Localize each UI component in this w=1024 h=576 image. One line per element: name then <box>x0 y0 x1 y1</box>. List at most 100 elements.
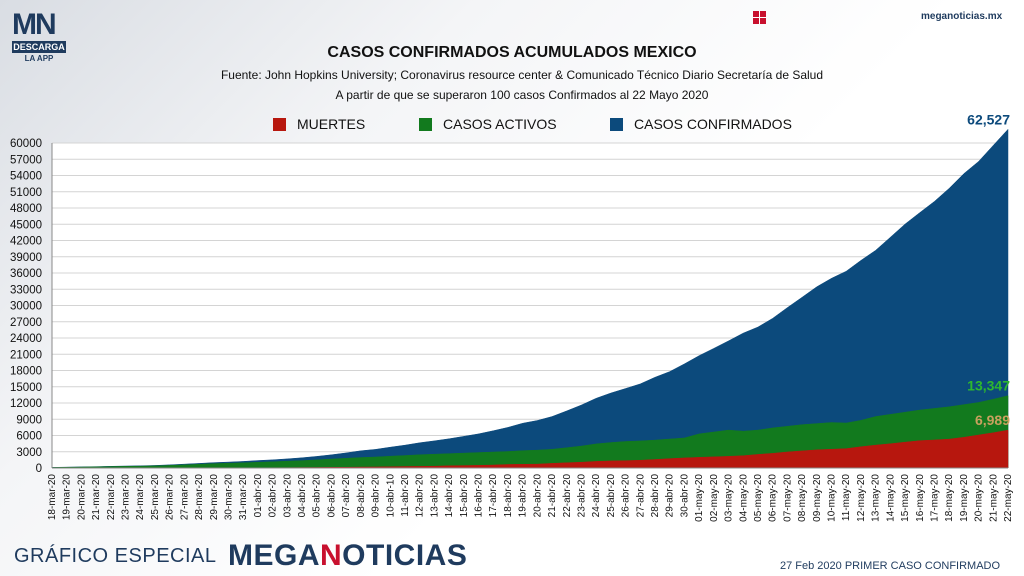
x-tick-label: 22-may-20 <box>1003 474 1014 522</box>
x-tick-label: 01-may-20 <box>694 474 705 522</box>
y-tick-label: 21000 <box>10 349 42 361</box>
x-tick-label: 02-may-20 <box>709 474 720 522</box>
chart-subtitle-range: A partir de que se superaron 100 casos C… <box>335 88 709 102</box>
y-tick-label: 54000 <box>10 171 42 183</box>
legend-item-confirmados: CASOS CONFIRMADOS <box>610 116 792 132</box>
x-tick-label: 21-abr-20 <box>547 474 558 518</box>
y-tick-label: 39000 <box>10 252 42 264</box>
x-tick-label: 19-may-20 <box>959 474 970 522</box>
x-tick-label: 29-abr-20 <box>665 474 676 518</box>
x-tick-label: 18-mar-20 <box>47 474 58 521</box>
y-tick-label: 30000 <box>10 301 42 313</box>
x-tick-label: 20-abr-20 <box>532 474 543 518</box>
x-tick-label: 27-abr-20 <box>635 474 646 518</box>
legend-swatch-muertes <box>273 117 286 131</box>
x-tick-label: 29-mar-20 <box>209 474 220 521</box>
series-end-label-2: 6,989 <box>975 412 1010 428</box>
x-tick-label: 08-may-20 <box>797 474 808 522</box>
x-tick-label: 16-abr-20 <box>474 474 485 518</box>
x-tick-label: 06-may-20 <box>768 474 779 522</box>
y-tick-label: 27000 <box>10 317 42 329</box>
logo-descarga-label: DESCARGA <box>12 41 66 53</box>
logo-mark: MN <box>12 8 57 41</box>
x-tick-label: 14-abr-20 <box>444 474 455 518</box>
x-tick-label: 15-may-20 <box>900 474 911 522</box>
legend-label-confirmados: CASOS CONFIRMADOS <box>634 116 792 132</box>
footer-brand-a: MEGA <box>228 539 320 572</box>
x-tick-label: 27-mar-20 <box>179 474 190 521</box>
x-tick-label: 23-mar-20 <box>121 474 132 521</box>
y-tick-label: 42000 <box>10 236 42 248</box>
x-tick-label: 14-may-20 <box>885 474 896 522</box>
x-tick-label: 10-abr-10 <box>385 474 396 518</box>
y-tick-label: 45000 <box>10 219 42 231</box>
x-tick-label: 20-may-20 <box>974 474 985 522</box>
y-tick-label: 60000 <box>10 138 42 150</box>
x-tick-label: 13-abr-20 <box>429 474 440 518</box>
x-tick-label: 28-mar-20 <box>194 474 205 521</box>
footer-brand: MEGANOTICIAS <box>228 539 467 573</box>
legend-item-activos: CASOS ACTIVOS <box>419 116 557 132</box>
legend-label-activos: CASOS ACTIVOS <box>443 116 557 132</box>
chart-subtitle-source: Fuente: John Hopkins University; Coronav… <box>220 68 824 82</box>
x-tick-label: 11-abr-20 <box>400 474 411 517</box>
x-tick-label: 31-mar-20 <box>238 474 249 521</box>
footer-brand-n: N <box>320 539 343 572</box>
footer-grafico-especial: GRÁFICO ESPECIAL <box>14 545 217 567</box>
series-end-label-1: 13,347 <box>967 378 1010 394</box>
y-tick-label: 57000 <box>10 154 42 166</box>
series-end-label-0: 62,527 <box>967 111 1010 127</box>
x-tick-label: 22-abr-20 <box>562 474 573 518</box>
grid-icon <box>753 11 766 24</box>
y-tick-label: 48000 <box>10 203 42 215</box>
y-tick-label: 24000 <box>10 333 42 345</box>
y-tick-label: 33000 <box>10 284 42 296</box>
legend-label-muertes: MUERTES <box>297 116 366 132</box>
meganoticias-logo: MN DESCARGA LA APP <box>12 10 66 63</box>
x-tick-label: 08-abr-20 <box>356 474 367 518</box>
x-tick-label: 26-mar-20 <box>165 474 176 521</box>
x-tick-label: 09-abr-20 <box>371 474 382 518</box>
x-tick-label: 03-abr-20 <box>282 474 293 518</box>
x-tick-label: 19-abr-20 <box>518 474 529 518</box>
x-tick-label: 26-abr-20 <box>621 474 632 518</box>
chart-legend: MUERTES CASOS ACTIVOS CASOS CONFIRMADOS <box>0 116 1024 134</box>
x-tick-label: 25-mar-20 <box>150 474 161 521</box>
y-tick-label: 15000 <box>10 382 42 394</box>
x-tick-label: 21-may-20 <box>988 474 999 522</box>
x-tick-label: 30-abr-20 <box>679 474 690 518</box>
x-tick-label: 04-abr-20 <box>297 474 308 518</box>
x-tick-label: 19-mar-20 <box>62 474 73 521</box>
y-tick-label: 12000 <box>10 398 42 410</box>
y-tick-label: 51000 <box>10 187 42 199</box>
chart-title: CASOS CONFIRMADOS ACUMULADOS MEXICO <box>327 44 697 61</box>
x-tick-label: 02-abr-20 <box>268 474 279 518</box>
x-tick-label: 18-abr-20 <box>503 474 514 518</box>
x-tick-label: 30-mar-20 <box>224 474 235 521</box>
x-tick-label: 10-may-20 <box>827 474 838 522</box>
x-tick-label: 25-abr-20 <box>606 474 617 518</box>
x-tick-label: 12-abr-20 <box>415 474 426 518</box>
x-tick-label: 16-may-20 <box>915 474 926 522</box>
footer-first-case-note: 27 Feb 2020 PRIMER CASO CONFIRMADO <box>780 560 1001 572</box>
x-tick-label: 06-abr-20 <box>326 474 337 518</box>
y-tick-label: 9000 <box>16 414 42 426</box>
x-tick-label: 28-abr-20 <box>650 474 661 518</box>
x-tick-label: 24-abr-20 <box>591 474 602 518</box>
x-tick-label: 01-abr-20 <box>253 474 264 518</box>
x-tick-label: 13-may-20 <box>871 474 882 522</box>
x-tick-label: 24-mar-20 <box>135 474 146 521</box>
series-area-1 <box>51 395 1009 469</box>
x-tick-label: 17-may-20 <box>930 474 941 522</box>
x-tick-label: 17-abr-20 <box>488 474 499 518</box>
x-tick-label: 11-may-20 <box>841 474 852 521</box>
x-tick-label: 05-may-20 <box>753 474 764 522</box>
y-tick-label: 0 <box>36 463 42 475</box>
x-tick-label: 23-abr-20 <box>577 474 588 518</box>
y-tick-label: 18000 <box>10 366 42 378</box>
logo-app-label: LA APP <box>24 54 54 63</box>
y-tick-label: 36000 <box>10 268 42 280</box>
x-tick-label: 03-may-20 <box>724 474 735 522</box>
site-url[interactable]: meganoticias.mx <box>921 11 1003 22</box>
